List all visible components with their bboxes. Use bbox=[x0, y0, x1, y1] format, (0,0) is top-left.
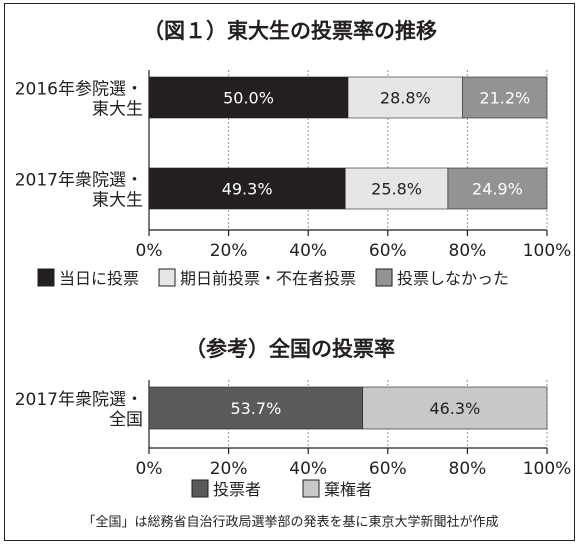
bar-segment bbox=[148, 386, 364, 430]
data-label: 28.8% bbox=[380, 89, 431, 108]
chart-title: （参考）全国の投票率 bbox=[185, 337, 395, 361]
x-tick-label: 60% bbox=[369, 241, 407, 261]
chart-title: （図１）東大生の投票率の推移 bbox=[143, 19, 437, 43]
category-label-line1: 2017年衆院選・ bbox=[15, 171, 143, 191]
data-label: 21.2% bbox=[479, 89, 530, 108]
x-tick-label: 0% bbox=[136, 241, 163, 261]
legend-swatch bbox=[191, 479, 209, 498]
x-tick-label: 40% bbox=[289, 241, 327, 261]
legend-label: 投票者 bbox=[213, 480, 261, 499]
bar-segment bbox=[148, 167, 346, 210]
bar-segment bbox=[447, 167, 548, 210]
data-label: 25.8% bbox=[371, 180, 422, 199]
legend-swatch bbox=[37, 268, 55, 287]
x-tick-label: 100% bbox=[523, 241, 572, 261]
x-tick-label: 0% bbox=[136, 459, 163, 479]
legend-label: 棄権者 bbox=[324, 480, 372, 499]
data-label: 49.3% bbox=[222, 180, 273, 199]
x-tick-label: 80% bbox=[449, 241, 487, 261]
x-tick-label: 100% bbox=[523, 459, 572, 479]
x-tick-label: 20% bbox=[210, 241, 248, 261]
legend-label: 期日前投票・不在者投票 bbox=[180, 269, 356, 288]
category-label-line2: 東大生 bbox=[92, 191, 143, 211]
data-label: 24.9% bbox=[472, 180, 523, 199]
legend-label: 当日に投票 bbox=[59, 269, 139, 288]
legend-swatch bbox=[302, 479, 320, 498]
data-label: 46.3% bbox=[429, 399, 480, 418]
bar-segment bbox=[148, 76, 349, 119]
x-tick-label: 60% bbox=[369, 459, 407, 479]
legend-swatch bbox=[158, 268, 176, 287]
x-tick-label: 80% bbox=[449, 459, 487, 479]
figure-frame bbox=[4, 3, 575, 541]
data-label: 53.7% bbox=[230, 399, 281, 418]
category-label-line2: 東大生 bbox=[92, 100, 143, 120]
legend-label: 投票しなかった bbox=[397, 269, 509, 288]
legend-swatch bbox=[375, 268, 393, 287]
category-label-line1: 2016年参院選・ bbox=[15, 80, 143, 100]
bar-segment bbox=[347, 76, 463, 119]
bar-segment bbox=[462, 76, 548, 119]
data-label: 50.0% bbox=[223, 89, 274, 108]
x-tick-label: 40% bbox=[289, 459, 327, 479]
bar-segment bbox=[362, 386, 548, 430]
source-note: 「全国」は総務省自治行政局選挙部の発表を基に東京大学新聞社が作成 bbox=[82, 515, 499, 530]
category-label-line2: 全国 bbox=[109, 410, 143, 430]
category-label-line1: 2017年衆院選・ bbox=[15, 390, 143, 410]
x-tick-label: 20% bbox=[210, 459, 248, 479]
